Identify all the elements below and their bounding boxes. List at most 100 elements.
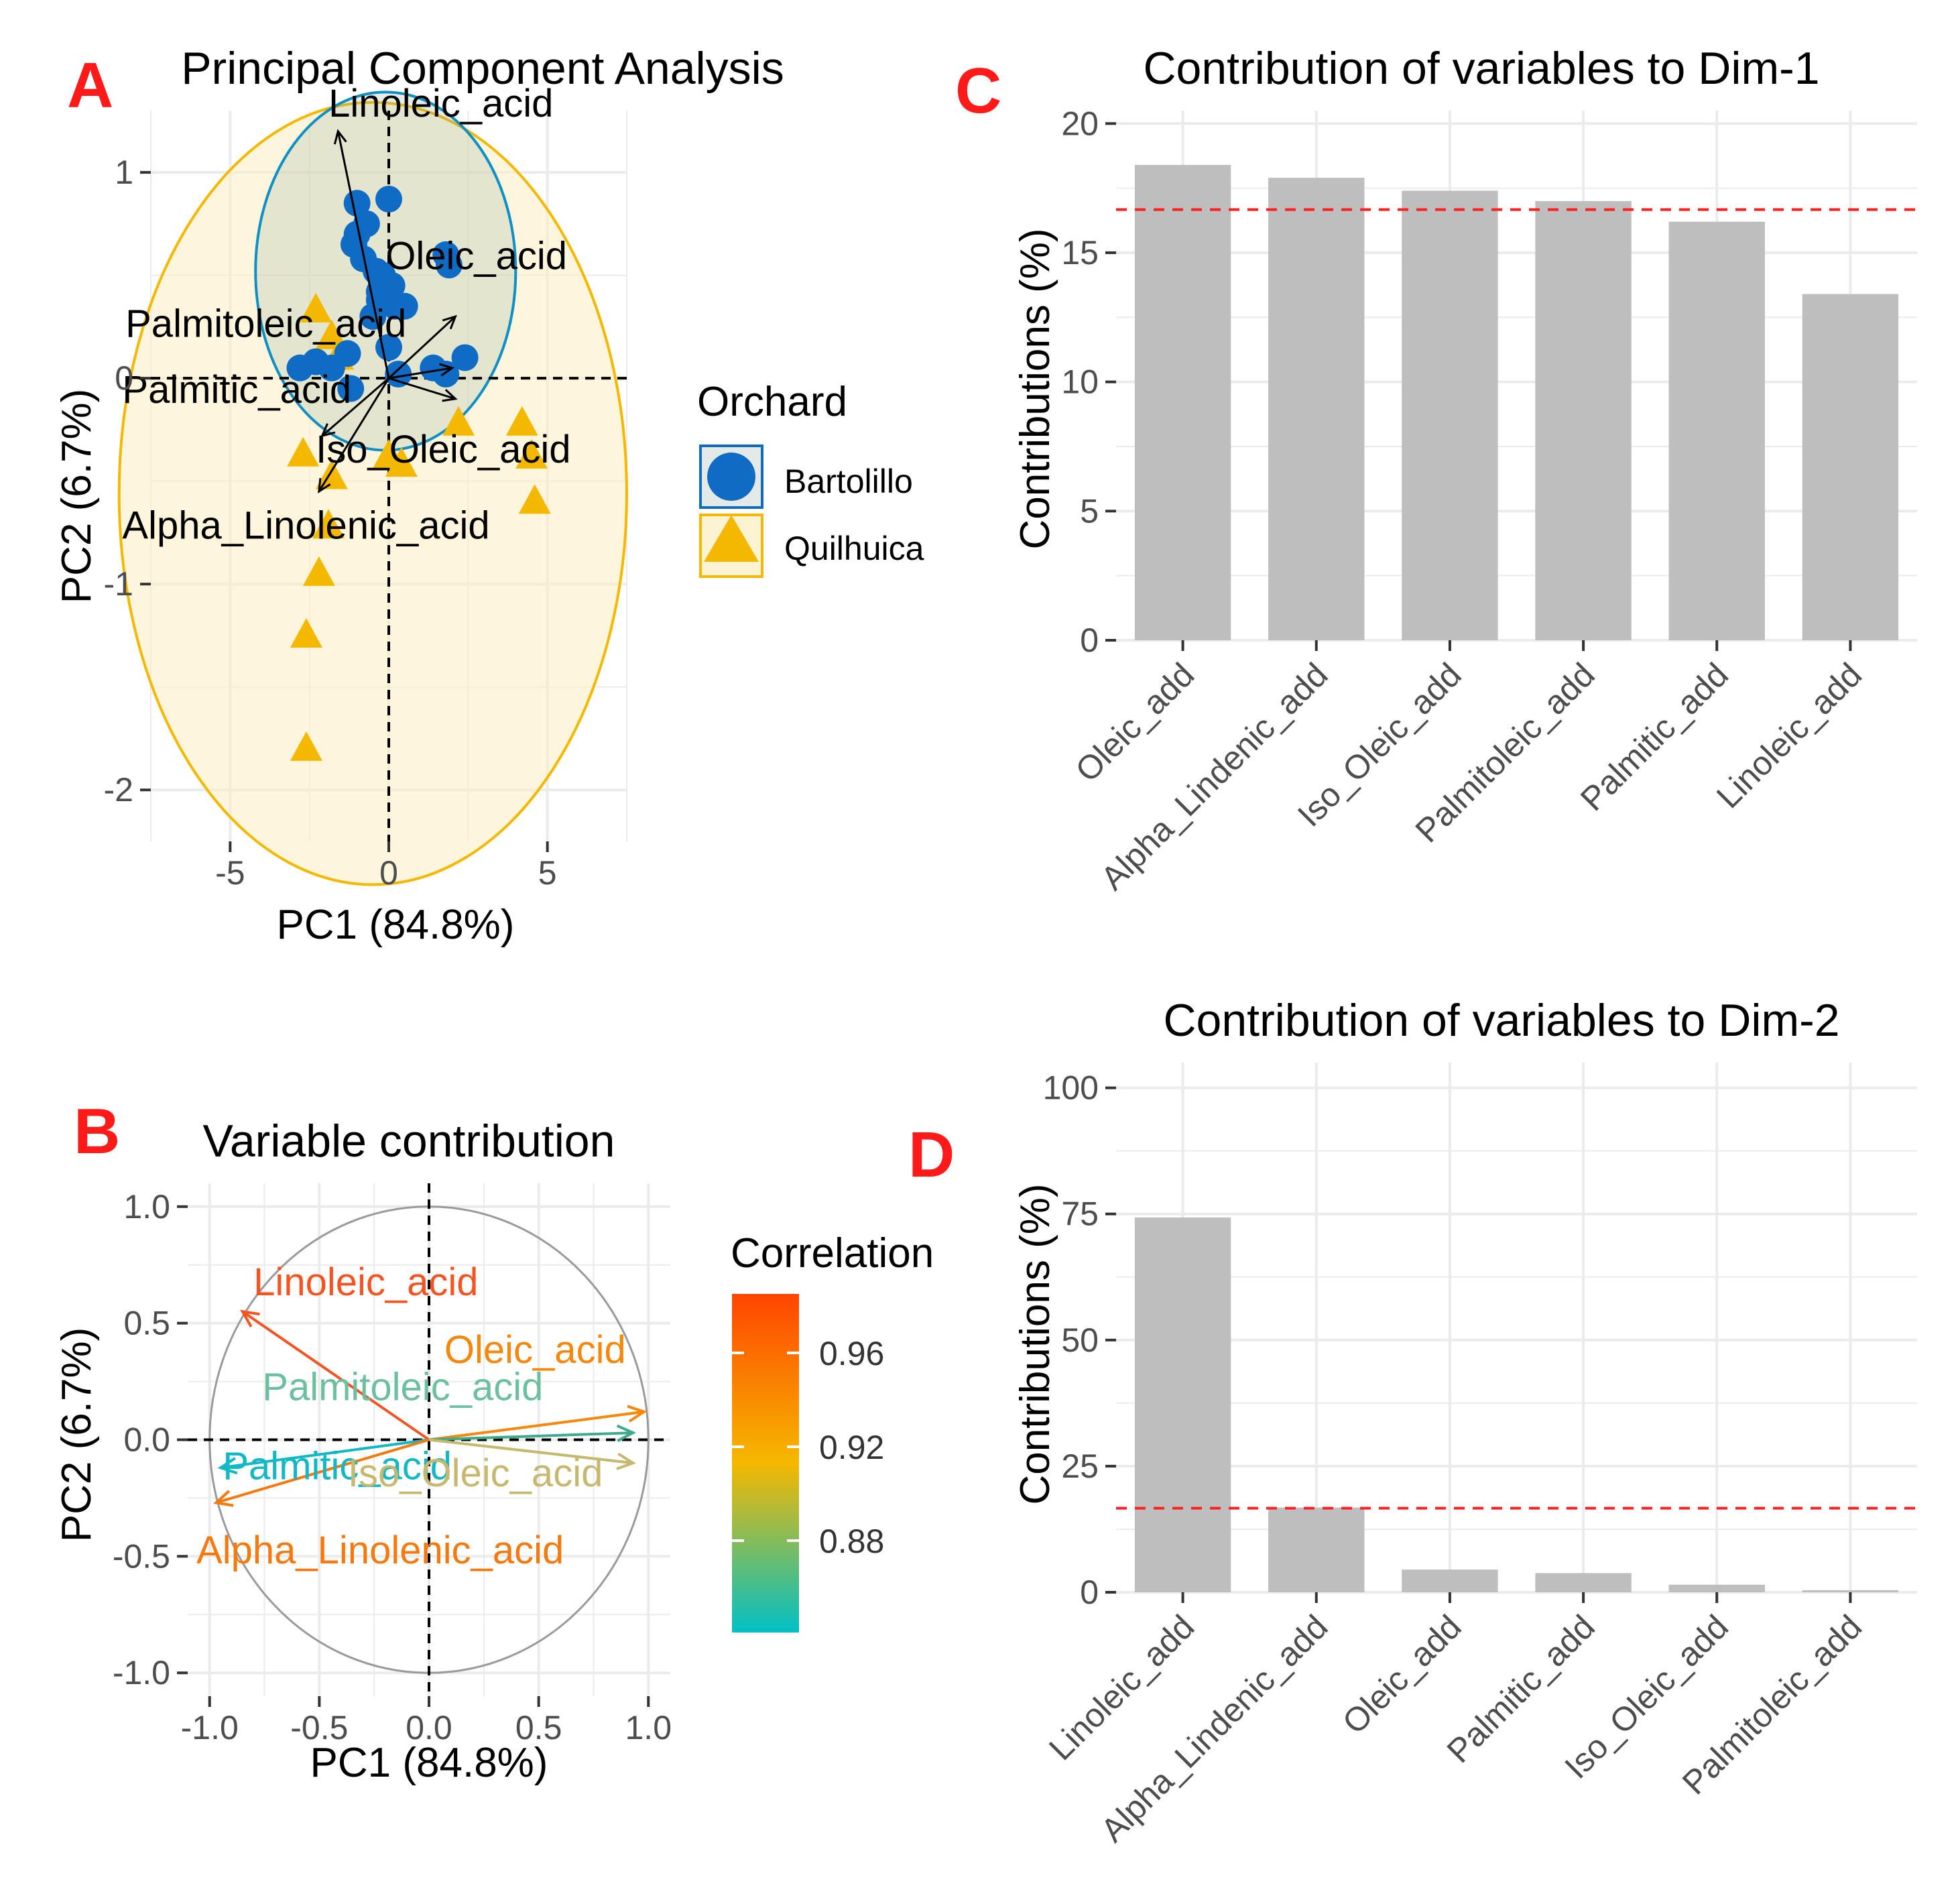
y-tick-label: -2 <box>104 771 133 809</box>
panel-a-x-ticks: -5 0 5 <box>215 841 557 892</box>
variable-label-oleic-acid: Oleic_acid <box>444 1328 626 1372</box>
x-tick-label-oleic-add: Oleic_add <box>1068 656 1202 789</box>
y-tick-label: -1 <box>104 565 133 603</box>
x-tick-label: -1.0 <box>181 1709 239 1746</box>
y-tick-label: 0 <box>115 359 133 397</box>
panel-b-colorbar-legend: Correlation 0.96 0.92 0.88 <box>731 1230 934 1632</box>
y-tick-label: 20 <box>1061 105 1099 142</box>
panel-a-y-ticks: -2 -1 0 1 <box>104 154 151 809</box>
panel-c-y-axis-title: Contributions (%) <box>1012 229 1058 550</box>
variable-arrow-palmitoleic-acid <box>428 1431 633 1441</box>
panel-c: Contribution of variables to Dim-1 0 5 10 1… <box>1012 43 1917 897</box>
y-tick-label: 5 <box>1080 492 1099 530</box>
point-bartolillo <box>435 251 463 279</box>
panel-letter-b: B <box>74 1095 120 1167</box>
x-tick-label: 1.0 <box>625 1709 672 1746</box>
loading-arrow-alpha-linolenic-acid <box>318 377 390 492</box>
arrow-head-linoleic-acid <box>333 129 347 145</box>
point-quilhuica <box>515 438 548 469</box>
bar-palmitic-add <box>1535 1573 1632 1592</box>
arrow-head-palmitic-acid <box>217 1457 238 1475</box>
point-bartolillo <box>451 344 479 371</box>
arrow-head-palmitoleic-acid <box>439 363 455 377</box>
correlation-colorbar <box>732 1294 799 1632</box>
panel-a-x-axis-title: PC1 (84.8%) <box>277 902 515 948</box>
bar-palmitoleic-add <box>1535 200 1632 640</box>
panel-d-bars <box>1134 1217 1899 1592</box>
point-quilhuica <box>302 556 335 586</box>
point-bartolillo <box>334 340 361 367</box>
panel-a-arrows <box>318 129 458 493</box>
y-tick-label: 0 <box>1080 1573 1099 1611</box>
arrow-label-palmitic-acid: Palmitic_acid <box>122 368 351 412</box>
bar-linoleic-add <box>1134 1217 1231 1592</box>
variable-arrow-palmitic-acid <box>220 1438 430 1470</box>
panel-b-y-ticks: -1.0 -0.5 0.0 0.5 1.0 <box>113 1188 188 1691</box>
variable-arrow-iso-oleic-acid <box>428 1438 633 1465</box>
x-tick-label: 0 <box>379 854 398 892</box>
panel-c-y-ticks: 0 5 10 15 20 <box>1061 105 1116 659</box>
point-quilhuica <box>315 459 348 489</box>
arrow-head-iso-oleic-acid <box>442 389 458 402</box>
y-tick-label: 50 <box>1061 1321 1099 1359</box>
arrow-label-iso-oleic-acid: Iso_Oleic_acid <box>316 428 570 471</box>
panel-c-title: Contribution of variables to Dim-1 <box>1143 43 1819 94</box>
panel-c-x-ticks: Oleic_addAlpha_Lindenic_addIso_Oleic_add… <box>1068 640 1869 897</box>
point-bartolillo <box>375 186 402 213</box>
panel-letter-d: D <box>908 1119 955 1191</box>
colorbar-tick-label-096: 0.96 <box>819 1335 884 1372</box>
bar-iso-oleic-add <box>1668 1584 1765 1592</box>
variable-label-palmitic-acid: Palmitic_acid <box>223 1445 452 1488</box>
panel-c-grid <box>1116 111 1917 642</box>
colorbar-tick-label-088: 0.88 <box>819 1523 884 1560</box>
x-tick-label-alpha-lindenic-add: Alpha_Lindenic_add <box>1093 656 1335 897</box>
arrow-head-linoleic-acid <box>240 1309 260 1327</box>
loading-arrow-iso-oleic-acid <box>388 377 456 400</box>
panel-b-x-axis-title: PC1 (84.8%) <box>310 1740 548 1786</box>
x-tick-label: 0.5 <box>515 1709 562 1746</box>
loading-arrow-linoleic-acid <box>336 131 390 379</box>
panel-a-title: Principal Component Analysis <box>181 43 784 94</box>
panel-d-y-axis-title: Contributions (%) <box>1012 1184 1058 1505</box>
y-tick-label: 75 <box>1061 1195 1099 1233</box>
arrow-label-palmitoleic-acid: Palmitoleic_acid <box>125 302 406 346</box>
variable-label-iso-oleic-acid: Iso_Oleic_acid <box>348 1451 603 1495</box>
arrow-head-oleic-acid <box>627 1405 648 1423</box>
y-tick-label: -0.5 <box>113 1537 170 1575</box>
bar-oleic-add <box>1134 164 1231 641</box>
y-tick-label: 1.0 <box>123 1188 170 1226</box>
panel-d-title: Contribution of variables to Dim-2 <box>1163 995 1839 1046</box>
x-tick-label-oleic-add: Oleic_add <box>1335 1608 1469 1741</box>
panel-a-reference-lines <box>151 111 627 841</box>
arrow-head-alpha-linolenic-acid <box>213 1490 234 1507</box>
panel-a-legend-title: Orchard <box>697 379 847 425</box>
panel-b-title: Variable contribution <box>203 1116 615 1167</box>
arrow-label-linoleic-acid: Linoleic_acid <box>328 82 553 125</box>
x-tick-label-linoleic-add: Linoleic_add <box>1709 656 1869 815</box>
panel-a-ellipses <box>117 91 628 886</box>
point-quilhuica <box>442 406 475 436</box>
x-tick-label-alpha-lindenic-add: Alpha_Lindenic_add <box>1093 1608 1335 1849</box>
legend-label-bartolillo: Bartolillo <box>784 463 913 500</box>
bar-alpha-lindenic-add <box>1268 178 1365 640</box>
point-bartolillo <box>391 292 418 320</box>
y-tick-label: 15 <box>1061 234 1099 272</box>
point-quilhuica <box>505 406 538 436</box>
y-tick-label: 0.5 <box>123 1305 170 1342</box>
variable-label-linoleic-acid: Linoleic_acid <box>253 1260 478 1304</box>
legend-label-quilhuica: Quilhuica <box>784 530 924 567</box>
bar-iso-oleic-add <box>1402 190 1498 641</box>
point-quilhuica <box>290 617 322 648</box>
panel-d-grid <box>1116 1063 1917 1594</box>
bar-palmitic-add <box>1668 221 1765 641</box>
variable-arrow-linoleic-acid <box>241 1310 430 1441</box>
colorbar-tick-label-092: 0.92 <box>819 1429 884 1466</box>
loading-arrow-palmitoleic-acid <box>388 367 452 379</box>
point-quilhuica <box>287 436 320 467</box>
arrow-head-palmitic-acid <box>320 423 336 438</box>
panel-b-legend-title: Correlation <box>731 1230 934 1276</box>
panel-a-legend: Orchard Bartolillo Quilhuica <box>697 379 924 578</box>
point-quilhuica <box>290 731 322 761</box>
arrow-label-alpha-linolenic-acid: Alpha_Linolenic_acid <box>122 504 489 548</box>
